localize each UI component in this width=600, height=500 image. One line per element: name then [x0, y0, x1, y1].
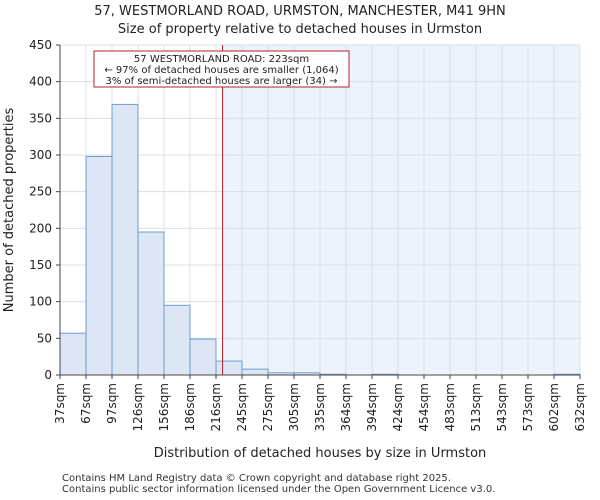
x-tick-label: 483sqm	[443, 383, 457, 431]
x-tick-label: 186sqm	[183, 383, 197, 431]
histogram-bar	[189, 338, 217, 376]
y-tick-label: 0	[44, 368, 52, 382]
y-tick-label: 200	[29, 221, 52, 235]
y-tick-label: 250	[29, 185, 52, 199]
x-tick-label: 364sqm	[339, 383, 353, 431]
x-tick-label: 335sqm	[313, 383, 327, 431]
y-tick-label: 450	[29, 38, 52, 52]
x-tick-label: 156sqm	[157, 383, 171, 431]
y-tick-label: 50	[37, 331, 52, 345]
larger-region-shading	[222, 45, 580, 375]
y-tick-label: 350	[29, 111, 52, 125]
y-axis-title: Number of detached properties	[2, 108, 17, 313]
histogram-bar	[215, 360, 243, 376]
histogram-bar	[59, 332, 87, 376]
annotation-line: ← 97% of detached houses are smaller (1,…	[104, 65, 338, 76]
x-tick-label: 37sqm	[53, 383, 67, 424]
x-tick-label: 543sqm	[495, 383, 509, 431]
y-tick-label: 300	[29, 148, 52, 162]
x-tick-label: 216sqm	[209, 383, 223, 431]
x-tick-label: 126sqm	[131, 383, 145, 431]
x-tick-label: 97sqm	[105, 383, 119, 424]
histogram-bar	[241, 368, 269, 376]
x-tick-label: 67sqm	[79, 383, 93, 424]
chart-title: 57, WESTMORLAND ROAD, URMSTON, MANCHESTE…	[94, 4, 506, 19]
x-tick-label: 454sqm	[417, 383, 431, 431]
x-tick-label: 394sqm	[365, 383, 379, 431]
x-tick-label: 275sqm	[261, 383, 275, 431]
histogram-bar	[163, 304, 191, 376]
footer-attribution-2: Contains public sector information licen…	[62, 484, 496, 495]
annotation-line: 57 WESTMORLAND ROAD: 223sqm	[134, 54, 309, 65]
histogram-bar	[137, 231, 165, 376]
x-tick-label: 305sqm	[287, 383, 301, 431]
y-tick-label: 100	[29, 295, 52, 309]
histogram-bar	[111, 103, 139, 376]
x-tick-label: 513sqm	[469, 383, 483, 431]
annotation-line: 3% of semi-detached houses are larger (3…	[105, 76, 337, 87]
chart-subtitle: Size of property relative to detached ho…	[117, 22, 483, 37]
x-tick-label: 245sqm	[235, 383, 249, 431]
y-tick-label: 150	[29, 258, 52, 272]
annotation-box	[93, 50, 350, 88]
x-tick-label: 573sqm	[521, 383, 535, 431]
x-axis-title: Distribution of detached houses by size …	[154, 446, 487, 461]
x-tick-label: 602sqm	[547, 383, 561, 431]
footer-attribution-1: Contains HM Land Registry data © Crown c…	[62, 473, 451, 484]
y-tick-label: 400	[29, 75, 52, 89]
x-tick-label: 424sqm	[391, 383, 405, 431]
histogram-bar	[85, 155, 113, 376]
x-tick-label: 632sqm	[573, 383, 587, 431]
